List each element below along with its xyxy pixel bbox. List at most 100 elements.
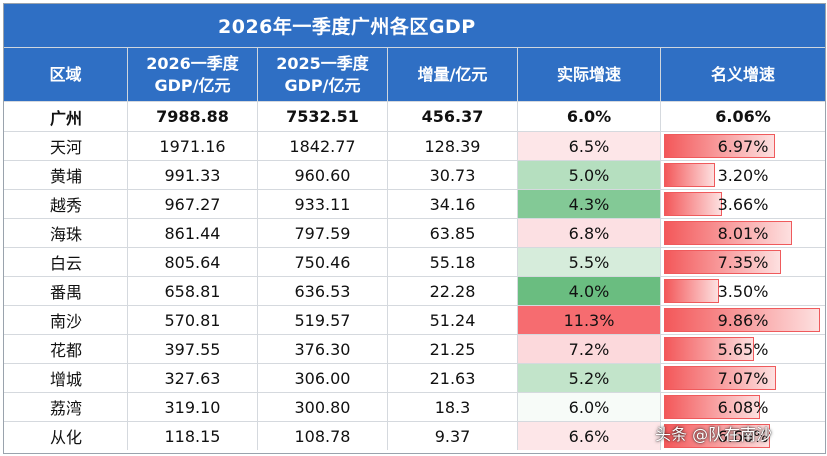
cell-nominal-growth[interactable]: 8.01% bbox=[661, 219, 825, 247]
real-growth-value: 6.6% bbox=[568, 426, 610, 446]
cell-region[interactable]: 荔湾 bbox=[4, 393, 128, 421]
cell-gdp-2025-value: 636.53 bbox=[294, 281, 351, 301]
cell-gdp-2025[interactable]: 376.30 bbox=[258, 335, 388, 363]
header-gdp-2026: 2026一季度 GDP/亿元 bbox=[128, 48, 258, 102]
cell-region[interactable]: 增城 bbox=[4, 364, 128, 392]
title-bar: 2026年一季度广州各区GDP bbox=[4, 4, 825, 47]
cell-region[interactable]: 花都 bbox=[4, 335, 128, 363]
cell-increase[interactable]: 9.37 bbox=[388, 422, 518, 450]
cell-region[interactable]: 广州 bbox=[4, 102, 128, 131]
cell-real-growth[interactable]: 6.6% bbox=[518, 422, 661, 450]
table-title: 2026年一季度广州各区GDP bbox=[218, 16, 476, 38]
real-growth-value: 4.3% bbox=[568, 194, 610, 214]
cell-gdp-2026[interactable]: 327.63 bbox=[128, 364, 258, 392]
cell-gdp-2026-value: 991.33 bbox=[164, 165, 221, 185]
cell-gdp-2025[interactable]: 108.78 bbox=[258, 422, 388, 450]
cell-gdp-2026[interactable]: 658.81 bbox=[128, 277, 258, 305]
cell-gdp-2026[interactable]: 319.10 bbox=[128, 393, 258, 421]
cell-real-growth[interactable]: 6.8% bbox=[518, 219, 661, 247]
cell-nominal-growth[interactable]: 7.35% bbox=[661, 248, 825, 276]
spreadsheet-table: 2026年一季度广州各区GDP 区域 2026一季度 GDP/亿元 2025一季度 GD… bbox=[3, 3, 826, 454]
cell-gdp-2025[interactable]: 300.80 bbox=[258, 393, 388, 421]
cell-nominal-growth[interactable]: 9.86% bbox=[661, 306, 825, 334]
cell-increase[interactable]: 34.16 bbox=[388, 190, 518, 218]
cell-real-growth[interactable]: 5.5% bbox=[518, 248, 661, 276]
cell-gdp-2025[interactable]: 797.59 bbox=[258, 219, 388, 247]
cell-region[interactable]: 越秀 bbox=[4, 190, 128, 218]
cell-gdp-2026-value: 861.44 bbox=[164, 223, 221, 243]
cell-nominal-growth[interactable]: 3.66% bbox=[661, 190, 825, 218]
cell-region-value: 海珠 bbox=[50, 225, 83, 244]
cell-real-growth[interactable]: 5.0% bbox=[518, 161, 661, 189]
cell-gdp-2025[interactable]: 7532.51 bbox=[258, 102, 388, 131]
cell-increase[interactable]: 22.28 bbox=[388, 277, 518, 305]
cell-gdp-2026[interactable]: 397.55 bbox=[128, 335, 258, 363]
cell-gdp-2026[interactable]: 1971.16 bbox=[128, 132, 258, 160]
cell-nominal-growth[interactable]: 6.06% bbox=[661, 102, 825, 131]
cell-gdp-2026[interactable]: 967.27 bbox=[128, 190, 258, 218]
real-growth-value: 6.0% bbox=[568, 397, 610, 417]
nominal-growth-value: 3.20% bbox=[717, 165, 769, 185]
cell-region-value: 广州 bbox=[50, 108, 83, 128]
table-row: 荔湾 319.10 300.80 18.3 6.0% 6.08% bbox=[4, 392, 825, 421]
cell-gdp-2026[interactable]: 570.81 bbox=[128, 306, 258, 334]
cell-increase[interactable]: 456.37 bbox=[388, 102, 518, 131]
nominal-growth-value: 6.06% bbox=[715, 107, 771, 126]
cell-region[interactable]: 番禺 bbox=[4, 277, 128, 305]
cell-nominal-growth[interactable]: 6.08% bbox=[661, 393, 825, 421]
cell-region-value: 荔湾 bbox=[50, 399, 83, 418]
cell-gdp-2025[interactable]: 933.11 bbox=[258, 190, 388, 218]
cell-increase[interactable]: 63.85 bbox=[388, 219, 518, 247]
cell-increase[interactable]: 21.25 bbox=[388, 335, 518, 363]
cell-nominal-growth[interactable]: 7.07% bbox=[661, 364, 825, 392]
cell-increase[interactable]: 51.24 bbox=[388, 306, 518, 334]
cell-increase-value: 55.18 bbox=[429, 252, 476, 272]
nominal-growth-value: 7.07% bbox=[717, 368, 769, 388]
header-real-growth: 实际增速 bbox=[518, 48, 661, 102]
cell-gdp-2025[interactable]: 519.57 bbox=[258, 306, 388, 334]
cell-region[interactable]: 白云 bbox=[4, 248, 128, 276]
cell-increase[interactable]: 18.3 bbox=[388, 393, 518, 421]
cell-nominal-growth[interactable]: 6.97% bbox=[661, 132, 825, 160]
table-row: 天河 1971.16 1842.77 128.39 6.5% 6.97% bbox=[4, 131, 825, 160]
nominal-growth-value: 3.50% bbox=[717, 281, 769, 301]
cell-nominal-growth[interactable]: 6.66% bbox=[661, 422, 825, 450]
cell-gdp-2025[interactable]: 636.53 bbox=[258, 277, 388, 305]
cell-gdp-2026[interactable]: 118.15 bbox=[128, 422, 258, 450]
cell-increase-value: 51.24 bbox=[429, 310, 476, 330]
cell-region[interactable]: 从化 bbox=[4, 422, 128, 450]
cell-increase[interactable]: 21.63 bbox=[388, 364, 518, 392]
cell-region[interactable]: 海珠 bbox=[4, 219, 128, 247]
cell-region[interactable]: 天河 bbox=[4, 132, 128, 160]
cell-increase[interactable]: 55.18 bbox=[388, 248, 518, 276]
cell-real-growth[interactable]: 11.3% bbox=[518, 306, 661, 334]
cell-real-growth[interactable]: 6.0% bbox=[518, 393, 661, 421]
cell-gdp-2026-value: 570.81 bbox=[164, 310, 221, 330]
cell-nominal-growth[interactable]: 3.50% bbox=[661, 277, 825, 305]
cell-real-growth[interactable]: 4.3% bbox=[518, 190, 661, 218]
cell-nominal-growth[interactable]: 3.20% bbox=[661, 161, 825, 189]
cell-region[interactable]: 南沙 bbox=[4, 306, 128, 334]
real-growth-value: 11.3% bbox=[563, 310, 615, 330]
cell-gdp-2025[interactable]: 1842.77 bbox=[258, 132, 388, 160]
nominal-growth-databar bbox=[664, 424, 770, 448]
cell-gdp-2026[interactable]: 805.64 bbox=[128, 248, 258, 276]
cell-real-growth[interactable]: 6.0% bbox=[518, 102, 661, 131]
cell-gdp-2026[interactable]: 7988.88 bbox=[128, 102, 258, 131]
cell-gdp-2025[interactable]: 750.46 bbox=[258, 248, 388, 276]
cell-increase[interactable]: 128.39 bbox=[388, 132, 518, 160]
cell-gdp-2026[interactable]: 991.33 bbox=[128, 161, 258, 189]
cell-gdp-2025[interactable]: 306.00 bbox=[258, 364, 388, 392]
cell-region[interactable]: 黄埔 bbox=[4, 161, 128, 189]
cell-real-growth[interactable]: 6.5% bbox=[518, 132, 661, 160]
cell-real-growth[interactable]: 4.0% bbox=[518, 277, 661, 305]
cell-real-growth[interactable]: 7.2% bbox=[518, 335, 661, 363]
header-nominal-growth: 名义增速 bbox=[661, 48, 825, 102]
cell-increase[interactable]: 30.73 bbox=[388, 161, 518, 189]
cell-nominal-growth[interactable]: 5.65% bbox=[661, 335, 825, 363]
cell-gdp-2025[interactable]: 960.60 bbox=[258, 161, 388, 189]
cell-real-growth[interactable]: 5.2% bbox=[518, 364, 661, 392]
header-gdp-2026-line2: GDP/亿元 bbox=[154, 76, 231, 95]
header-gdp-2025-line1: 2025一季度 bbox=[276, 54, 369, 73]
cell-gdp-2026[interactable]: 861.44 bbox=[128, 219, 258, 247]
